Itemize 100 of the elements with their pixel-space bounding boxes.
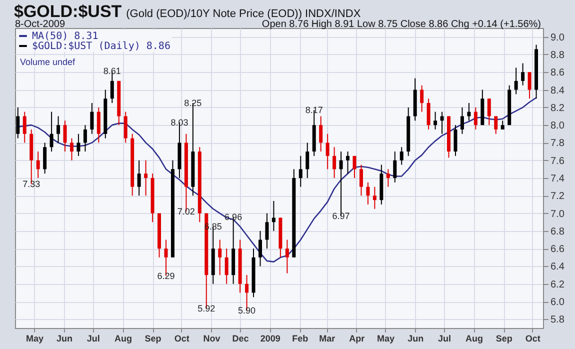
annotation: Volume undef [18,57,78,67]
chart-title: $GOLD:$UST [14,2,122,21]
y-tick-label: 5.8 [550,314,565,326]
candlestick [76,133,80,156]
candlestick [514,67,518,95]
candlestick [90,102,94,134]
candlestick [528,72,532,100]
candlestick [96,106,100,144]
candlestick [487,98,491,126]
x-tick-label: Sep [496,334,513,344]
y-tick-label: 6.8 [550,226,565,238]
candlestick [460,106,464,134]
y-tick-label: 7.6 [550,156,565,167]
annotation: 5.92 [198,304,216,314]
x-tick-label: Oct [174,334,190,344]
line-series [17,97,537,262]
candlestick [144,160,148,196]
annotation: 8.17 [305,105,323,116]
candlestick [474,106,478,130]
candlestick [218,239,222,276]
candlestick [83,124,87,152]
candlestick [352,155,356,178]
candlestick [386,168,390,188]
candlestick [43,142,47,174]
y-tick-label: 6.6 [550,244,565,256]
candlestick [16,106,20,139]
candlestick [63,120,67,152]
legend-label: $GOLD:$UST (Daily) 8.86 [32,41,170,52]
x-tick-label: Apr [349,334,366,344]
candlestick [285,239,289,274]
annotation: 6.96 [224,212,242,222]
candlestick [467,102,471,122]
annotation: 5.90 [238,305,256,316]
annotation: 7.33 [22,179,40,190]
y-tick-label: 6.4 [550,262,565,273]
annotation: 8.61 [103,66,121,76]
candlestick [56,116,60,144]
y-tick-label: 7.2 [550,191,565,202]
candlestick [440,111,444,134]
x-tick-label: Mar [319,334,336,344]
candlestick [426,98,430,130]
y-tick-label: 7.8 [550,138,565,150]
candlestick [265,212,269,250]
annotation: 6.97 [332,210,350,221]
candlestick [319,116,323,152]
y-tick-label: 8.4 [550,85,565,96]
y-tick-label: 8.0 [550,120,565,132]
y-tick-label: 9.0 [550,32,565,44]
x-tick-label: Jul [438,334,451,344]
annotation: 8.25 [184,98,202,108]
x-tick-label: Jul [86,334,100,344]
candlestick [137,160,141,196]
chart-subtitle: (Gold (EOD)/10Y Note Price (EOD)) INDX/INDX [126,8,361,20]
candlestick [393,151,397,183]
candlestick [420,84,424,112]
x-tick-label: May [377,334,395,344]
candlestick [326,133,330,170]
legend-label: MA(50) 8.31 [32,31,98,42]
candlestick [124,111,128,144]
annotation: 8-Oct-2009 [15,19,66,30]
x-tick-label: Aug [466,334,484,344]
x-tick-label: Feb [292,334,309,344]
y-tick-label: 7.4 [550,174,565,184]
y-tick-label: 6.0 [550,297,565,308]
x-tick-label: May [26,334,44,344]
x-tick-label: Aug [114,334,132,344]
y-tick-label: 8.2 [550,102,565,114]
candlestick [372,186,376,210]
x-tick-label: Dec [232,334,249,344]
x-tick-label: 2009 [260,334,280,344]
candlestick [359,164,363,196]
candlestick [22,111,26,144]
candlestick [50,111,54,152]
candlestick [521,62,525,86]
candlestick [224,248,228,284]
candlestick [306,142,310,178]
x-tick-label: Sep [144,334,162,344]
x-tick-label: Jun [56,334,73,344]
candlestick [346,151,350,174]
y-tick-label: 8.8 [550,50,565,61]
candlestick [70,138,74,161]
x-tick-label: Jun [408,334,424,344]
candlestick [400,146,404,166]
candlestick [332,146,336,178]
y-tick-label: 8.6 [550,68,565,79]
candlestick [366,182,370,205]
candlestick [298,155,302,188]
x-tick-label: Nov [203,334,220,344]
y-tick-label: 6.2 [550,279,565,290]
candlestick [434,111,438,130]
x-tick-label: Oct [525,334,540,344]
candlestick [454,124,458,156]
candlestick [272,200,276,232]
candlestick [494,116,498,134]
annotation: 6.29 [157,270,175,281]
candlestick [36,151,40,178]
annotation: 8.03 [170,117,188,128]
y-tick-label: 7.0 [550,208,565,220]
annotation: Open 8.76 High 8.91 Low 8.75 Close 8.86 Chg +0.14 (+1.56%) [262,19,541,30]
annotation: 7.02 [177,206,195,217]
